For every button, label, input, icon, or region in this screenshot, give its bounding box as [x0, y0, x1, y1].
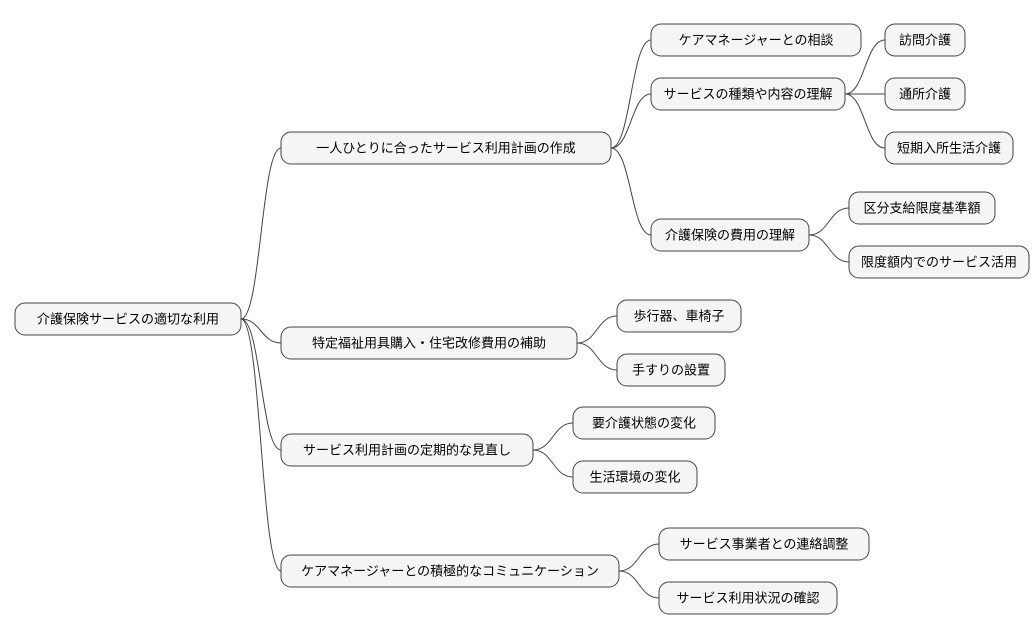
node-label: サービス事業者との連絡調整 — [680, 536, 849, 551]
edge — [533, 450, 573, 477]
node-b1c2b: 通所介護 — [885, 78, 965, 110]
edge — [809, 208, 849, 235]
nodes-layer: 介護保険サービスの適切な利用 一人ひとりに合ったサービス利用計画の作成特定福祉用具… — [15, 24, 1029, 614]
node-b4c2: サービス利用状況の確認 — [659, 582, 837, 614]
node-label: 訪問介護 — [899, 32, 951, 47]
edge — [241, 319, 281, 343]
node-label: 限度額内でのサービス活用 — [861, 254, 1017, 269]
node-b4: ケアマネージャーとの積極的なコミュニケーション — [281, 555, 619, 587]
node-b1: 一人ひとりに合ったサービス利用計画の作成 — [281, 132, 611, 164]
node-label: 要介護状態の変化 — [592, 415, 696, 430]
node-label: 通所介護 — [899, 86, 951, 101]
node-label: 区分支給限度基準額 — [863, 200, 980, 215]
edge — [809, 235, 849, 262]
node-b1c3a: 区分支給限度基準額 — [849, 192, 995, 224]
node-label: 短期入所生活介護 — [897, 140, 1001, 155]
mindmap-diagram: 介護保険サービスの適切な利用 一人ひとりに合ったサービス利用計画の作成特定福祉用具… — [0, 0, 1034, 640]
node-label: 介護保険の費用の理解 — [665, 227, 795, 242]
edge — [533, 423, 573, 450]
node-b1c1: ケアマネージャーとの相談 — [651, 24, 861, 56]
edge — [577, 343, 617, 370]
edge — [611, 148, 651, 235]
node-label: 介護保険サービスの適切な利用 — [37, 311, 219, 326]
node-label: 手すりの設置 — [632, 362, 710, 377]
edge — [241, 148, 281, 319]
node-b1c2: サービスの種類や内容の理解 — [651, 78, 845, 110]
node-label: ケアマネージャーとの相談 — [679, 32, 834, 47]
edge — [611, 94, 651, 148]
node-label: サービス利用計画の定期的な見直し — [303, 442, 511, 457]
edges-layer — [241, 40, 885, 598]
node-b3c2: 生活環境の変化 — [573, 461, 697, 493]
node-label: ケアマネージャーとの積極的なコミュニケーション — [301, 563, 599, 578]
node-label: 生活環境の変化 — [589, 469, 680, 484]
node-label: サービス利用状況の確認 — [676, 590, 819, 605]
node-b2c2: 手すりの設置 — [617, 354, 725, 386]
node-b1c3b: 限度額内でのサービス活用 — [849, 246, 1029, 278]
edge — [611, 40, 651, 148]
edge — [845, 94, 885, 148]
node-b1c2c: 短期入所生活介護 — [885, 132, 1013, 164]
node-b2: 特定福祉用具購入・住宅改修費用の補助 — [281, 327, 577, 359]
node-b2c1: 歩行器、車椅子 — [617, 300, 741, 332]
node-b4c1: サービス事業者との連絡調整 — [659, 528, 869, 560]
node-b3c1: 要介護状態の変化 — [573, 407, 715, 439]
node-label: 一人ひとりに合ったサービス利用計画の作成 — [316, 140, 576, 155]
node-root: 介護保険サービスの適切な利用 — [15, 303, 241, 335]
node-b1c3: 介護保険の費用の理解 — [651, 219, 809, 251]
edge — [619, 571, 659, 598]
edge — [577, 316, 617, 343]
edge — [241, 319, 281, 450]
node-b3: サービス利用計画の定期的な見直し — [281, 434, 533, 466]
node-b1c2a: 訪問介護 — [885, 24, 965, 56]
node-label: サービスの種類や内容の理解 — [663, 86, 832, 101]
node-label: 特定福祉用具購入・住宅改修費用の補助 — [312, 335, 546, 350]
edge — [619, 544, 659, 571]
node-label: 歩行器、車椅子 — [633, 308, 724, 323]
